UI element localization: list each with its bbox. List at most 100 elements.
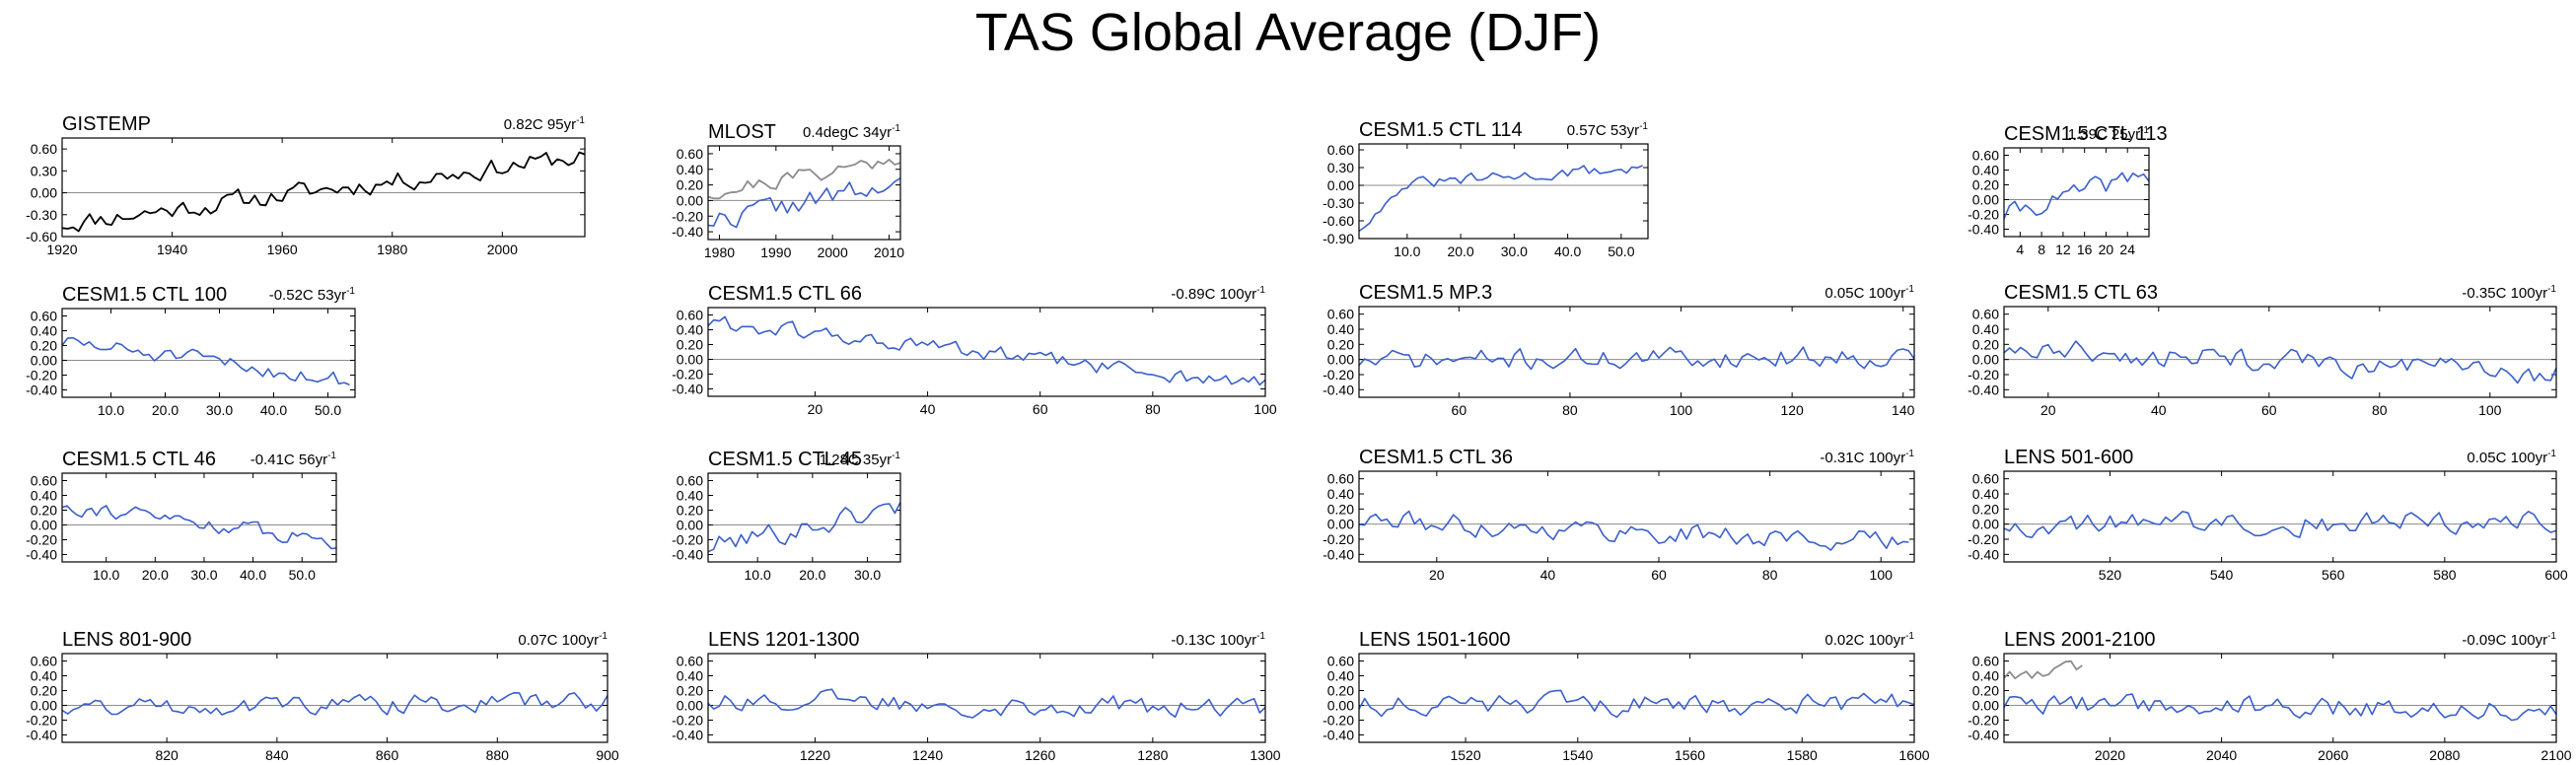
series-line-model: [707, 177, 901, 229]
ytick-label: 0.60: [677, 654, 703, 669]
xtick-label: 8: [2038, 242, 2045, 257]
xtick-label: 600: [2544, 567, 2568, 583]
ytick-label: -0.90: [1323, 231, 1354, 246]
trend-label: -0.35C 100yr-1: [2462, 284, 2556, 302]
trend-superscript: -1: [599, 631, 608, 642]
series-line-model: [2003, 340, 2557, 384]
xtick-label: 30.0: [206, 402, 233, 418]
xtick-label: 20.0: [1447, 243, 1473, 259]
xtick-label: 1280: [1137, 747, 1168, 763]
ytick-label: 0.40: [677, 668, 703, 684]
ytick-label: 0.20: [677, 683, 703, 699]
ytick-label: -0.40: [672, 728, 703, 743]
ytick-label: -0.20: [672, 208, 703, 224]
xtick-label: 12: [2055, 242, 2071, 257]
ytick-label: 0.40: [1327, 321, 1354, 337]
xtick-label: 2100: [2540, 747, 2571, 763]
xtick-label: 1580: [1787, 747, 1818, 763]
panel-title: CESM1.5 MP.3: [1359, 282, 1492, 304]
panel-7: CESM1.5 MP.3 0.05C 100yr-1 0.600.400.200.0…: [1323, 282, 1915, 418]
panel-title: CESM1.5 CTL 66: [708, 283, 862, 305]
ytick-label: 0.40: [677, 162, 703, 177]
plot-frame: [1358, 143, 1649, 240]
xtick-label: 16: [2077, 242, 2093, 257]
plot-frame: [707, 145, 901, 241]
xtick-label: 80: [2372, 402, 2388, 418]
ytick-label: 0.40: [31, 488, 57, 504]
series-line-model: [2003, 172, 2150, 220]
xtick-label: 1540: [1562, 747, 1593, 763]
xtick-label: 880: [486, 747, 510, 763]
xtick-label: 580: [2433, 567, 2457, 583]
panel-6: CESM1.5 CTL 66 -0.89C 100yr-1 0.600.400.20…: [672, 283, 1277, 417]
xtick-label: 60: [1651, 567, 1667, 583]
trend-label: -0.09C 100yr-1: [2462, 631, 2556, 649]
plot-frame: [2003, 470, 2557, 563]
ytick-label: -0.20: [1323, 367, 1354, 382]
xtick-label: 20.0: [142, 567, 169, 583]
ytick-label: 0.00: [677, 352, 703, 368]
ytick-label: 0.60: [677, 308, 703, 323]
ytick-label: -0.40: [1968, 546, 1999, 562]
ytick-label: -0.40: [26, 382, 57, 398]
xtick-label: 80: [1145, 401, 1161, 417]
xtick-label: 2000: [487, 242, 518, 257]
ytick-label: 0.20: [1327, 336, 1354, 352]
trend-superscript: -1: [2140, 125, 2149, 136]
ytick-label: 0.00: [1972, 192, 1999, 208]
plot-frame: [2003, 147, 2150, 238]
ytick-label: 0.00: [1327, 517, 1354, 532]
series-line-MLOST: [707, 158, 901, 200]
ytick-label: 0.00: [677, 192, 703, 208]
ytick-label: -0.20: [1323, 713, 1354, 729]
ytick-label: -0.40: [1323, 382, 1354, 397]
trend-label: 0.07C 100yr-1: [518, 631, 608, 649]
xtick-label: 120: [1780, 402, 1804, 418]
xtick-label: 2080: [2429, 747, 2460, 763]
ytick-label: 0.00: [31, 518, 57, 533]
series-line-model: [61, 505, 337, 550]
xtick-label: 540: [2210, 567, 2234, 583]
panel-title: CESM1.5 CTL 100: [62, 284, 227, 306]
ytick-label: -0.20: [1323, 531, 1354, 547]
ytick-label: -0.60: [1323, 213, 1354, 229]
trend-superscript: -1: [1905, 631, 1914, 642]
series-line-model: [707, 502, 901, 553]
ytick-label: 0.30: [1327, 160, 1354, 175]
trend-superscript: -1: [346, 286, 355, 297]
ytick-label: -0.20: [1968, 207, 1999, 223]
ytick-label: 0.60: [31, 473, 57, 489]
ytick-label: 0.20: [31, 503, 57, 519]
xtick-label: 2000: [818, 244, 848, 260]
panel-12: LENS 501-600 0.05C 100yr-1 0.600.400.200.0…: [1968, 447, 2568, 583]
ytick-label: 0.20: [1327, 683, 1354, 699]
xtick-label: 100: [2478, 402, 2502, 418]
ytick-label: -0.40: [26, 547, 57, 563]
ytick-label: 0.60: [1972, 471, 1999, 487]
trend-superscript: -1: [1905, 284, 1914, 295]
trend-label: 1.28C 35yr-1: [820, 451, 901, 468]
ytick-label: -0.40: [1323, 728, 1354, 743]
ytick-label: 0.40: [1327, 668, 1354, 684]
panel-14: LENS 1201-1300 -0.13C 100yr-1 0.600.400.20…: [672, 629, 1281, 763]
ytick-label: 0.00: [1972, 352, 1999, 368]
ytick-label: 0.20: [1972, 177, 1999, 193]
series-line-model: [707, 688, 1266, 719]
ytick-label: -0.40: [1968, 222, 1999, 238]
trend-label: -0.52C 53yr-1: [269, 286, 356, 304]
xtick-label: 1960: [267, 242, 298, 257]
trend-label: 0.4degC 34yr-1: [803, 123, 900, 141]
series-line-model: [2003, 510, 2557, 539]
ytick-label: 0.60: [1972, 654, 1999, 669]
xtick-label: 900: [596, 747, 619, 763]
ytick-label: 0.20: [1972, 336, 1999, 352]
trend-label: 0.82C 95yr-1: [504, 115, 586, 133]
xtick-label: 2060: [2318, 747, 2348, 763]
ytick-label: -0.40: [672, 547, 703, 563]
plot-frame: [1358, 306, 1915, 398]
ytick-label: 0.00: [31, 698, 57, 714]
trend-label: 0.05C 100yr-1: [2467, 449, 2556, 466]
ytick-label: 0.60: [1972, 148, 1999, 164]
